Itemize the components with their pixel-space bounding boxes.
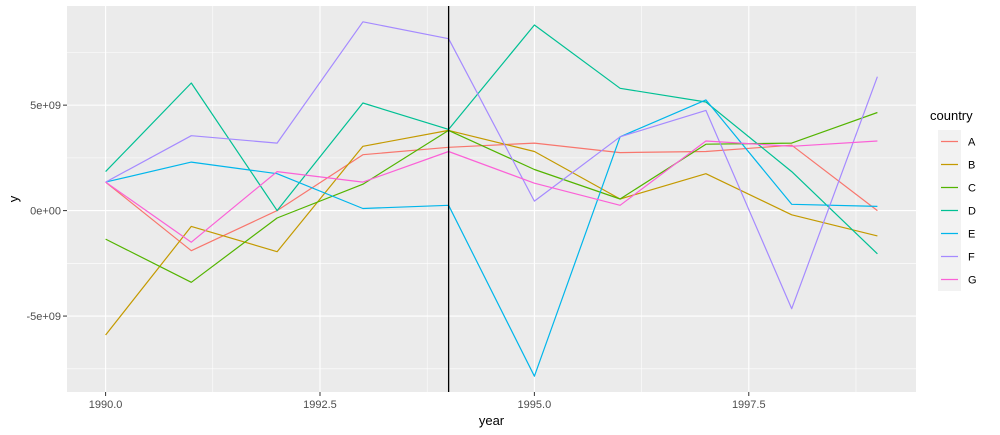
x-tick-label: 1990.0 [89, 399, 123, 411]
legend-label-G: G [968, 275, 977, 287]
legend-label-A: A [968, 137, 976, 149]
series-line-A [105, 142, 878, 252]
y-tick-label: 5e+09 [30, 100, 61, 112]
y-tick-label: 0e+00 [30, 206, 61, 218]
x-tick-label: 1997.5 [732, 399, 766, 411]
major-gridlines [67, 6, 916, 392]
x-tick-label: 1995.0 [518, 399, 552, 411]
series-line-G [105, 140, 878, 243]
x-tick-label: 1992.5 [303, 399, 337, 411]
series-line-B [105, 129, 878, 336]
panel-background [67, 6, 916, 392]
x-axis-ticks: 1990.0 1992.5 1995.0 1997.5 [89, 392, 766, 411]
legend-title: country [930, 108, 973, 123]
series-lines [105, 21, 878, 377]
x-axis-title: year [479, 413, 505, 428]
y-axis-ticks: -5e+09 0e+00 5e+09 [26, 100, 67, 323]
y-axis-title: y [6, 195, 21, 202]
series-line-F [105, 21, 878, 310]
legend-label-D: D [968, 206, 976, 218]
y-tick-label: -5e+09 [26, 311, 61, 323]
series-line-D [105, 24, 878, 255]
legend-label-C: C [968, 183, 976, 195]
legend-label-F: F [968, 252, 975, 264]
legend-label-B: B [968, 160, 975, 172]
minor-gridlines [67, 6, 916, 392]
series-line-E [105, 99, 878, 377]
legend-label-E: E [968, 229, 975, 241]
